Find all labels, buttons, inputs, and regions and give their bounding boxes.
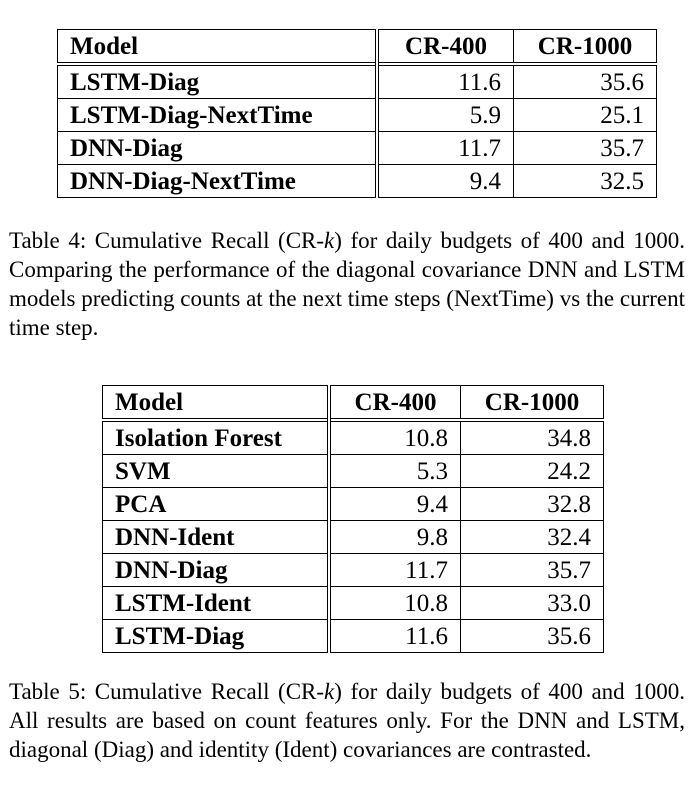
cr-400-cell: 10.8 [329, 586, 461, 620]
caption-text-end: ) for daily budgets of 400 and 1000. All… [9, 679, 685, 762]
caption-text-end: ) for daily budgets of 400 and 1000. Com… [9, 228, 685, 340]
table-header-row: Model CR-400 CR-1000 [102, 385, 604, 420]
model-name-cell: Isolation Forest [102, 420, 331, 455]
cr-1000-cell: 32.5 [600, 167, 644, 195]
cr-1000-cell: 33.0 [547, 589, 591, 617]
table-row: DNN-Diag 11.7 35.7 [57, 131, 657, 165]
cr-1000-cell: 32.4 [547, 523, 591, 551]
header-cr-1000: CR-1000 [537, 32, 633, 60]
header-cr-400: CR-400 [377, 29, 514, 64]
cr-400-cell: 10.8 [329, 420, 461, 455]
table-4-caption: Table 4: Cumulative Recall (CR-k) for da… [9, 226, 685, 342]
table-5-caption: Table 5: Cumulative Recall (CR-k) for da… [9, 677, 685, 764]
model-name-cell: LSTM-Diag [57, 64, 379, 99]
cr-1000-cell: 35.7 [600, 134, 644, 162]
caption-text-start: Table 5: Cumulative Recall (CR- [9, 679, 325, 704]
model-name-cell: LSTM-Diag [102, 619, 331, 653]
header-model: Model [57, 29, 379, 64]
table-row: LSTM-Diag 11.6 35.6 [102, 619, 604, 653]
table-header-row: Model CR-400 CR-1000 [57, 29, 657, 64]
table-row: DNN-Ident 9.8 32.4 [102, 520, 604, 554]
cr-1000-cell: 32.8 [547, 490, 591, 518]
model-name-cell: LSTM-Diag-NextTime [57, 98, 379, 132]
cr-1000-cell: 35.7 [547, 556, 591, 584]
cr-400-cell: 9.8 [329, 520, 461, 554]
table-row: PCA 9.4 32.8 [102, 487, 604, 521]
header-cr-400: CR-400 [329, 385, 461, 420]
model-name-cell: DNN-Diag [57, 131, 379, 165]
cr-400-cell: 5.3 [329, 454, 461, 488]
model-name-cell: PCA [102, 487, 331, 521]
caption-text-start: Table 4: Cumulative Recall (CR- [9, 228, 325, 253]
header-model: Model [102, 385, 331, 420]
cr-1000-cell: 25.1 [600, 101, 644, 129]
header-cr-1000: CR-1000 [484, 388, 580, 416]
caption-variable-k: k [324, 228, 335, 253]
cr-400-cell: 11.6 [377, 64, 514, 99]
cr-400-cell: 5.9 [377, 98, 514, 132]
results-table-5: Model CR-400 CR-1000 Isolation Forest 10… [102, 385, 604, 653]
cr-400-cell: 11.7 [329, 553, 461, 587]
table-row: Isolation Forest 10.8 34.8 [102, 420, 604, 455]
cr-1000-cell: 35.6 [600, 68, 644, 96]
model-name-cell: DNN-Diag [102, 553, 331, 587]
cr-400-cell: 11.6 [329, 619, 461, 653]
table-row: SVM 5.3 24.2 [102, 454, 604, 488]
table-row: LSTM-Diag-NextTime 5.9 25.1 [57, 98, 657, 132]
cr-400-cell: 9.4 [377, 164, 514, 198]
cr-1000-cell: 34.8 [547, 424, 591, 452]
table-row: DNN-Diag 11.7 35.7 [102, 553, 604, 587]
cr-400-cell: 9.4 [329, 487, 461, 521]
model-name-cell: SVM [102, 454, 331, 488]
table-row: LSTM-Diag 11.6 35.6 [57, 64, 657, 99]
caption-variable-k: k [324, 679, 335, 704]
cr-1000-cell: 24.2 [547, 457, 591, 485]
results-table-4: Model CR-400 CR-1000 LSTM-Diag 11.6 35.6… [57, 29, 657, 198]
model-name-cell: LSTM-Ident [102, 586, 331, 620]
model-name-cell: DNN-Diag-NextTime [57, 164, 379, 198]
cr-400-cell: 11.7 [377, 131, 514, 165]
table-row: LSTM-Ident 10.8 33.0 [102, 586, 604, 620]
table-row: DNN-Diag-NextTime 9.4 32.5 [57, 164, 657, 198]
model-name-cell: DNN-Ident [102, 520, 331, 554]
cr-1000-cell: 35.6 [547, 622, 591, 650]
